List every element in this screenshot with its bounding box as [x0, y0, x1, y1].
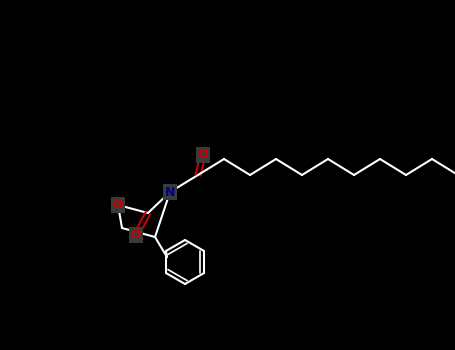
Text: O: O [113, 198, 123, 211]
Text: O: O [197, 148, 208, 161]
Text: N: N [165, 186, 175, 198]
Text: O: O [131, 229, 142, 241]
